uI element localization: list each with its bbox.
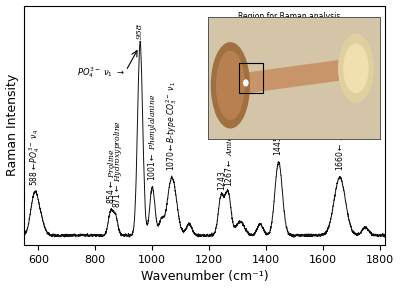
Text: 958: 958 <box>136 23 144 39</box>
Text: $1243$: $1243$ <box>216 170 227 191</box>
Bar <box>239 64 263 92</box>
Text: $PO_4^{3-}\ \nu_1\ \rightarrow$: $PO_4^{3-}\ \nu_1\ \rightarrow$ <box>77 65 125 80</box>
Text: $1267\leftarrow$ Amide III: $1267\leftarrow$ Amide III <box>222 118 234 187</box>
Text: Region for Raman analysis: Region for Raman analysis <box>238 12 341 21</box>
Text: $1070\leftarrow B\text{-}type\ CO_3^{2-}\ \nu_1$: $1070\leftarrow B\text{-}type\ CO_3^{2-}… <box>164 81 180 171</box>
Y-axis label: Raman Intensity: Raman Intensity <box>6 74 18 177</box>
X-axis label: Wavenumber (cm⁻¹): Wavenumber (cm⁻¹) <box>141 271 268 284</box>
Ellipse shape <box>344 44 368 92</box>
Polygon shape <box>229 59 354 95</box>
Ellipse shape <box>212 43 249 128</box>
Text: $871\leftarrow$ Hydroxyproline: $871\leftarrow$ Hydroxyproline <box>111 119 124 208</box>
Text: $588\leftarrow PO_4^{3-}\ \nu_4$: $588\leftarrow PO_4^{3-}\ \nu_4$ <box>28 129 42 186</box>
Ellipse shape <box>339 34 373 102</box>
Text: $1001\leftarrow$ Phenylalanine: $1001\leftarrow$ Phenylalanine <box>146 94 159 181</box>
Text: $1660\leftarrow$ Amide I: $1660\leftarrow$ Amide I <box>334 108 345 171</box>
Ellipse shape <box>217 51 244 119</box>
Text: $1445\leftarrow CH_2$: $1445\leftarrow CH_2$ <box>272 111 285 156</box>
Text: $854\leftarrow$ Proline: $854\leftarrow$ Proline <box>105 148 116 204</box>
Circle shape <box>244 80 248 86</box>
